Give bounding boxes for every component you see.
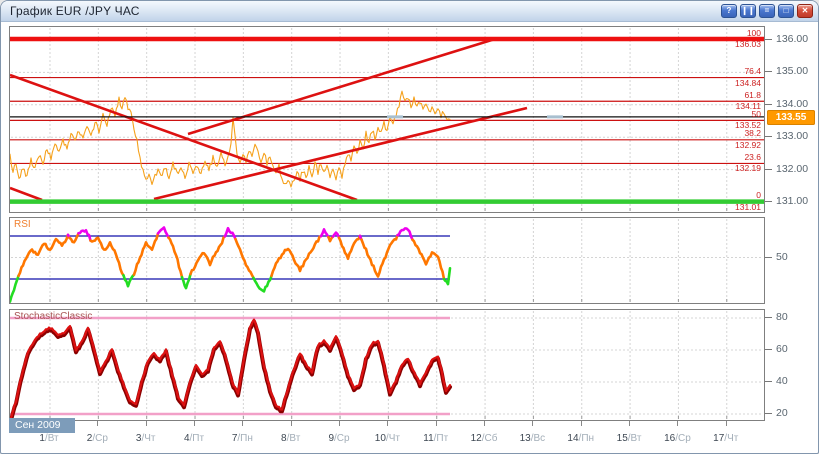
- date-axis-label: 8/Вт: [281, 433, 301, 444]
- date-axis-label: 13/Вс: [519, 433, 546, 444]
- date-axis-label: 7/Пн: [231, 433, 253, 444]
- price-axis-label: 135.00: [776, 65, 809, 78]
- date-axis-label: 3/Чт: [135, 433, 156, 444]
- stochastic-axis-label: 60: [776, 343, 788, 355]
- rsi-plot: [10, 219, 763, 303]
- main-chart-panel[interactable]: [9, 26, 765, 213]
- rsi-panel[interactable]: RSI: [9, 217, 765, 304]
- date-axis-label: 10/Чт: [374, 433, 400, 444]
- price-axis-tick: [765, 71, 772, 73]
- fib-price-label: 134.84: [735, 77, 761, 88]
- stochastic-axis-tick: [765, 381, 772, 382]
- help-button[interactable]: ?: [721, 4, 737, 18]
- fib-price-label: 131.01: [735, 201, 761, 212]
- stochastic-plot: [10, 311, 763, 420]
- date-axis-tick: [629, 421, 631, 426]
- stochastic-axis-label: 80: [776, 311, 788, 323]
- date-axis-tick: [242, 421, 244, 426]
- title-bar[interactable]: График EUR /JPY ЧАС ? ❙❙ = □ ✕: [1, 1, 818, 22]
- stochastic-label: StochasticClassic: [14, 311, 93, 322]
- rsi-axis-tick: [765, 256, 772, 258]
- date-axis-label: 2/Ср: [86, 433, 108, 444]
- date-axis-tick: [194, 421, 196, 426]
- price-axis-label: 131.00: [776, 195, 809, 207]
- current-price-badge: 133.55: [767, 110, 815, 125]
- fib-percent-label: 76.4: [744, 66, 761, 77]
- stochastic-axis-tick: [765, 413, 772, 414]
- price-axis-label: 136.00: [776, 33, 809, 45]
- price-plot: [10, 28, 764, 211]
- date-axis-tick: [580, 421, 582, 426]
- fib-price-label: 132.19: [735, 163, 761, 174]
- date-axis-tick: [532, 421, 534, 426]
- date-axis-tick: [339, 421, 341, 426]
- date-axis-tick: [677, 421, 679, 426]
- window-controls: ? ❙❙ = □ ✕: [721, 4, 813, 18]
- price-axis-tick: [765, 39, 772, 40]
- stochastic-axis-tick: [765, 349, 772, 350]
- date-axis-tick: [484, 421, 486, 426]
- window-title: График EUR /JPY ЧАС: [10, 4, 140, 18]
- date-axis-tick: [97, 421, 99, 426]
- pause-button[interactable]: ❙❙: [740, 4, 756, 18]
- date-axis-label: 4/Пт: [183, 433, 205, 444]
- minimize-button[interactable]: =: [759, 4, 775, 18]
- fib-price-label: 133.52: [735, 120, 761, 131]
- date-axis-tick: [725, 421, 727, 426]
- date-axis-label: 11/Пт: [423, 433, 449, 444]
- date-axis-label: 14/Пн: [567, 433, 595, 444]
- maximize-button[interactable]: □: [778, 4, 794, 18]
- rsi-label: RSI: [14, 219, 31, 230]
- date-axis-label: 1/Вт: [39, 433, 59, 444]
- date-axis-label: 16/Ср: [664, 433, 691, 444]
- fib-percent-label: 38.2: [744, 128, 761, 139]
- date-axis-label: 17/Чт: [713, 433, 739, 444]
- date-axis-tick: [435, 421, 437, 426]
- date-axis-label: 15/Вт: [616, 433, 642, 444]
- stochastic-panel[interactable]: StochasticClassic: [9, 309, 765, 421]
- price-axis-label: 132.00: [776, 162, 809, 175]
- stochastic-axis-label: 20: [776, 407, 788, 419]
- fib-percent-label: 23.6: [744, 151, 761, 162]
- date-axis-tick: [145, 421, 147, 426]
- price-axis-label: 134.00: [776, 97, 809, 110]
- stochastic-axis-tick: [765, 317, 772, 318]
- stochastic-axis-label: 40: [776, 375, 788, 387]
- date-axis-label: 12/Сб: [470, 433, 498, 444]
- price-axis-tick: [765, 201, 772, 202]
- fib-percent-label: 50: [751, 108, 761, 119]
- fib-price-label: 132.92: [735, 139, 761, 150]
- price-axis-tick: [765, 136, 772, 138]
- date-axis-tick: [387, 421, 389, 426]
- fib-percent-label: 0: [756, 190, 761, 201]
- price-axis-tick: [765, 168, 772, 170]
- rsi-axis-label: 50: [776, 250, 788, 263]
- price-axis-tick: [765, 103, 772, 105]
- close-button[interactable]: ✕: [797, 4, 813, 18]
- fib-percent-label: 100: [746, 27, 761, 38]
- fib-price-label: 136.03: [735, 39, 761, 50]
- month-label: Сен 2009: [9, 418, 75, 433]
- date-axis-tick: [290, 421, 292, 426]
- price-axis-label: 133.00: [776, 130, 809, 143]
- date-axis-label: 9/Ср: [328, 433, 350, 444]
- fib-price-label: 134.11: [735, 101, 761, 112]
- fib-percent-label: 61.8: [744, 89, 761, 100]
